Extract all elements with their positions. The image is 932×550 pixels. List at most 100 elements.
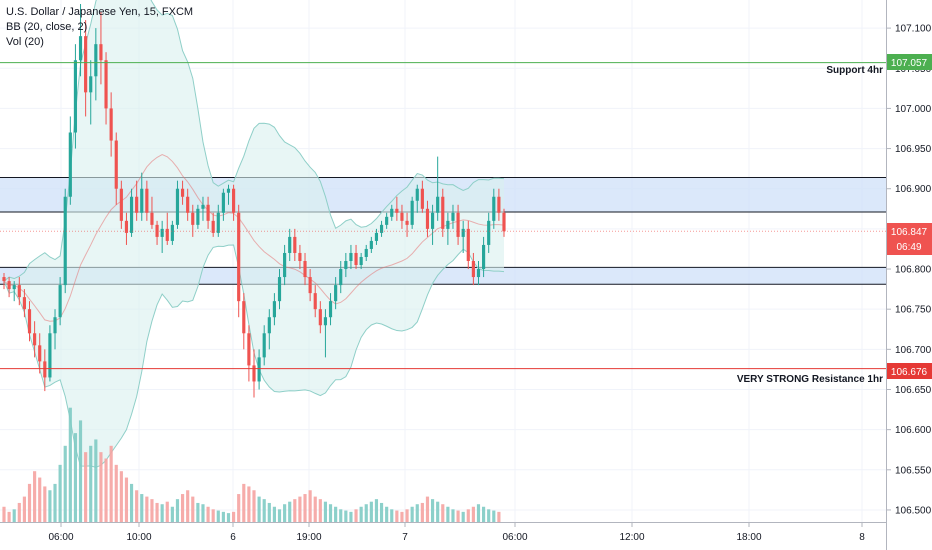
candle-body: [68, 132, 72, 197]
candle: [446, 212, 450, 245]
candle-body: [114, 140, 118, 189]
candle: [165, 212, 169, 245]
candle: [196, 204, 200, 229]
candle-body: [155, 224, 159, 237]
volume-bar: [48, 490, 52, 522]
candle: [471, 252, 475, 286]
support-price-text: 107.057: [891, 58, 928, 69]
volume-bar: [191, 496, 195, 522]
candle: [145, 180, 149, 221]
candle: [232, 184, 236, 221]
candle: [68, 116, 72, 205]
zone-rect: [0, 267, 886, 285]
candle-body: [487, 220, 491, 245]
candle-body: [334, 285, 338, 302]
candle-body: [38, 345, 42, 362]
volume-bar: [7, 511, 11, 522]
volume-indicator-label[interactable]: Vol (20): [6, 36, 44, 48]
volume-bar: [492, 510, 496, 522]
price-axis[interactable]: 107.100107.050107.000106.950106.900106.8…: [886, 24, 932, 517]
candle: [476, 261, 481, 286]
candle: [2, 273, 6, 290]
candle-body: [89, 76, 93, 93]
candle: [211, 212, 215, 237]
volume-bar: [33, 471, 37, 522]
candle: [226, 184, 231, 205]
bb-basis: [3, 154, 505, 322]
volume-bar: [436, 501, 440, 522]
candle-body: [374, 232, 379, 241]
candle-body: [466, 228, 470, 261]
volume-bar: [476, 504, 481, 522]
volume-bar: [318, 499, 322, 522]
candle: [89, 60, 93, 125]
volume-bar: [369, 501, 373, 522]
volume-bar: [135, 490, 139, 522]
candle-body: [461, 228, 465, 237]
candle: [492, 188, 496, 229]
volume-bar: [451, 509, 455, 522]
candle: [277, 269, 282, 310]
candle-body: [339, 269, 343, 286]
candle: [293, 228, 297, 261]
candle-body: [430, 212, 435, 229]
candle-body: [226, 188, 231, 193]
candle-body: [237, 212, 241, 302]
candle: [344, 252, 348, 278]
candle-body: [48, 333, 52, 378]
candle-body: [415, 188, 419, 201]
y-tick-label: 106.900: [895, 184, 932, 195]
candle-body: [2, 277, 6, 282]
volume-bar: [410, 506, 414, 522]
y-tick-label: 106.950: [895, 144, 932, 155]
time-axis[interactable]: 06:00 10:00 6 19:00 7 06:00 12:00 18:00 8: [48, 522, 865, 543]
volume-bar: [344, 510, 348, 522]
candle-body: [186, 196, 190, 213]
candle-body: [349, 252, 353, 261]
volume-bar: [22, 496, 26, 522]
candle-body: [119, 188, 123, 221]
candle-body: [252, 365, 256, 382]
volume-bar: [461, 511, 465, 522]
bb-indicator-label[interactable]: BB (20, close, 2): [6, 21, 88, 33]
symbol-title[interactable]: U.S. Dollar / Japanese Yen, 15, FXCM: [6, 6, 194, 18]
volume-bar: [99, 452, 103, 522]
volume-bar: [328, 504, 333, 522]
candle-body: [283, 252, 287, 278]
volume-bar: [456, 510, 460, 522]
y-tick-label: 106.700: [895, 345, 932, 356]
volume-bar: [303, 494, 307, 522]
line-labels: Support 4hr VERY STRONG Resistance 1hr 1…: [737, 54, 932, 385]
y-tick-label: 106.750: [895, 305, 932, 316]
support-line-label: Support 4hr: [826, 65, 883, 76]
candle: [349, 244, 353, 270]
candle: [497, 188, 501, 221]
candle: [33, 321, 37, 358]
candle: [237, 204, 241, 318]
candle-body: [262, 333, 266, 358]
x-tick-label: 12:00: [619, 532, 644, 543]
volume-bar: [114, 464, 118, 522]
candle: [22, 289, 26, 318]
volume-bar: [283, 504, 287, 522]
volume-bar: [38, 477, 42, 522]
candle: [502, 208, 506, 237]
candle-body: [369, 240, 373, 249]
volume-bar: [267, 502, 271, 522]
candle-body: [165, 228, 169, 241]
volume-bar: [129, 483, 134, 522]
volume-bar: [323, 501, 328, 522]
volume-bar: [216, 510, 220, 522]
candle-body: [323, 317, 328, 326]
candle: [170, 220, 174, 245]
volume-bar: [359, 506, 363, 522]
volume-bar: [497, 511, 501, 522]
volume-bar: [339, 509, 343, 522]
candle-body: [441, 196, 445, 229]
candle-body: [492, 196, 496, 221]
candle: [84, 20, 88, 117]
y-tick-label: 107.100: [895, 24, 932, 35]
volume-bars: [2, 407, 501, 522]
candle: [257, 349, 261, 390]
